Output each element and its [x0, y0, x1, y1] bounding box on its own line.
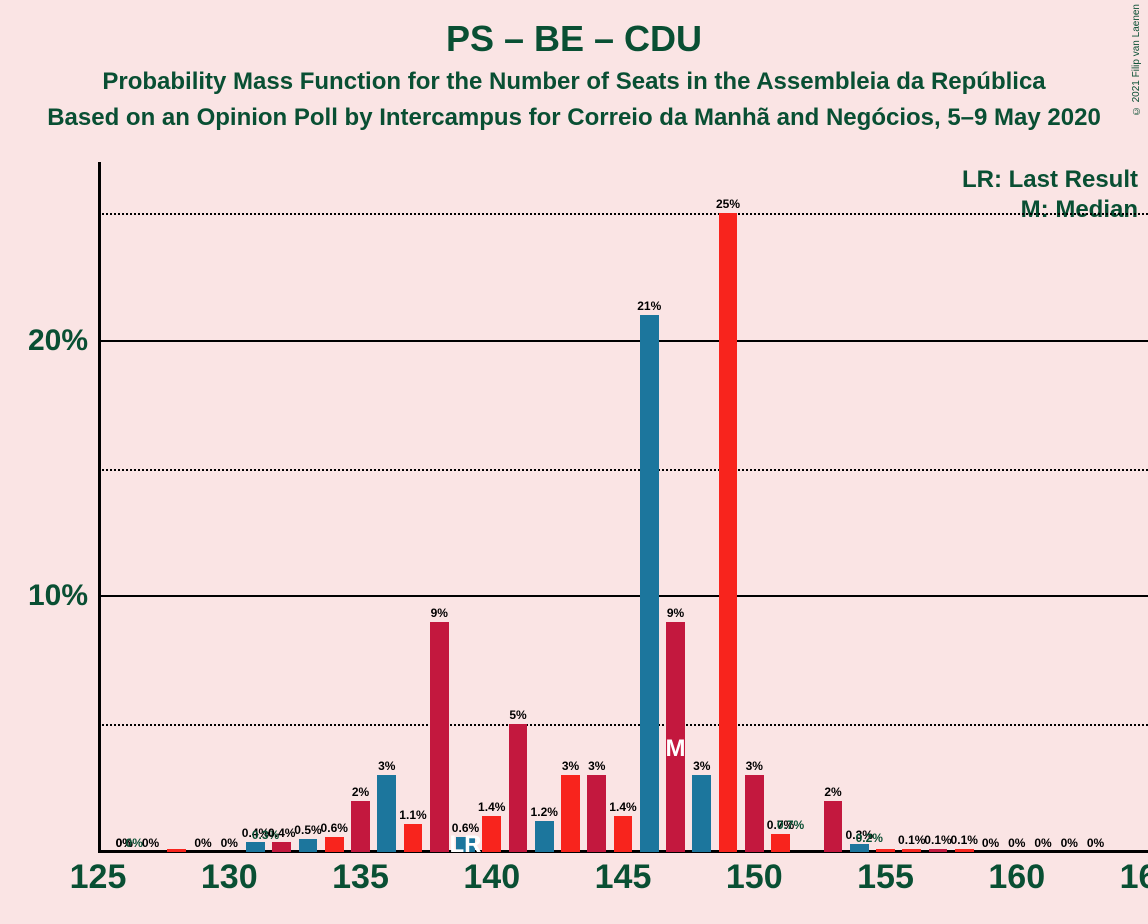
bar: 0.1% [902, 849, 921, 852]
gridline-major [98, 340, 1148, 342]
bar: 0.4% [272, 842, 291, 852]
bar [771, 834, 790, 852]
bar-value-label: 1.1% [399, 808, 426, 822]
bar-value-label: 0.6% [321, 821, 348, 835]
bar-value-label: 0% [194, 836, 211, 850]
bar-value-label: 0.1% [898, 833, 925, 847]
ytick-label: 10% [28, 579, 88, 613]
xtick-label: 135 [332, 858, 389, 897]
bar-value-label: 1.4% [609, 800, 636, 814]
bar [876, 849, 895, 852]
bar-value-label: 5% [509, 708, 526, 722]
chart-title: PS – BE – CDU [0, 18, 1148, 60]
last-result-marker: LR [450, 831, 482, 859]
bar-value-label: 0.5% [294, 823, 321, 837]
chart-source: Based on an Opinion Poll by Intercampus … [0, 104, 1148, 132]
bar: 2% [351, 801, 370, 852]
ytick-label: 20% [28, 324, 88, 358]
bar: 0.1% [929, 849, 948, 852]
bar: 3% [745, 775, 764, 852]
bar-value-label: 0% [1034, 836, 1051, 850]
bar-value-label: 0.2% [856, 831, 883, 845]
bar: 2% [824, 801, 843, 852]
gridline-major [98, 595, 1148, 597]
bar [167, 849, 186, 852]
xtick-label: 140 [463, 858, 520, 897]
bar-value-label: 0% [1008, 836, 1025, 850]
bar: 3% [561, 775, 580, 852]
bar: 25% [719, 213, 738, 852]
xtick-label: 145 [595, 858, 652, 897]
bar: 3% [692, 775, 711, 852]
bar-value-label: 0% [142, 836, 159, 850]
bar: 0.3% [850, 844, 869, 852]
chart-titles: PS – BE – CDU Probability Mass Function … [0, 18, 1148, 132]
bar-value-label: 0% [221, 836, 238, 850]
y-axis [98, 162, 101, 852]
legend-box: LR: Last Result M: Median [962, 166, 1138, 226]
gridline-minor [98, 724, 1148, 726]
bar-value-label: 3% [562, 759, 579, 773]
bar-value-label: 0.1% [924, 833, 951, 847]
xtick-label: 165 [1120, 858, 1148, 897]
xtick-label: 160 [988, 858, 1045, 897]
copyright-label: © 2021 Filip van Laenen [1131, 4, 1142, 116]
bar-value-label: 3% [588, 759, 605, 773]
bar: 1.4% [482, 816, 501, 852]
bar-value-label: 9% [431, 606, 448, 620]
bar-value-label: 0% [126, 836, 143, 850]
bar: 1.2% [535, 821, 554, 852]
bar: 3% [587, 775, 606, 852]
bar-value-label: 3% [746, 759, 763, 773]
xtick-label: 155 [857, 858, 914, 897]
bar-value-label: 0.7% [777, 818, 804, 832]
bar: 0.6% [325, 837, 344, 852]
bar-value-label: 0.1% [951, 833, 978, 847]
bar-value-label: 1.2% [531, 805, 558, 819]
bar: 21% [640, 315, 659, 852]
xtick-label: 125 [70, 858, 127, 897]
bar-value-label: 3% [693, 759, 710, 773]
bar: 5% [509, 724, 528, 852]
bar-value-label: 0% [1087, 836, 1104, 850]
bar-value-label: 1.4% [478, 800, 505, 814]
bar-value-label: 2% [352, 785, 369, 799]
bar-value-label: 25% [716, 197, 740, 211]
legend-lr: LR: Last Result [962, 166, 1138, 194]
gridline-minor [98, 469, 1148, 471]
bar-value-label: 9% [667, 606, 684, 620]
xtick-label: 130 [201, 858, 258, 897]
bar: 1.1% [404, 824, 423, 852]
gridline-minor [98, 213, 1148, 215]
bar: 9% [430, 622, 449, 852]
bar-value-label: 0.4% [268, 826, 295, 840]
bar-value-label: 0% [1061, 836, 1078, 850]
bar: 0.1% [955, 849, 974, 852]
plot-area: LR: Last Result M: Median 10%20%12513013… [98, 162, 1148, 852]
bar: 1.4% [614, 816, 633, 852]
bar-value-label: 3% [378, 759, 395, 773]
legend-m: M: Median [962, 196, 1138, 224]
bar-value-label: 21% [637, 299, 661, 313]
median-marker: M [666, 735, 686, 763]
bar: 0.4% [246, 842, 265, 852]
xtick-label: 150 [726, 858, 783, 897]
bar: 3% [377, 775, 396, 852]
chart-subtitle: Probability Mass Function for the Number… [0, 68, 1148, 96]
bar-value-label: 2% [824, 785, 841, 799]
bar-value-label: 0% [982, 836, 999, 850]
bar: 0.5% [299, 839, 318, 852]
